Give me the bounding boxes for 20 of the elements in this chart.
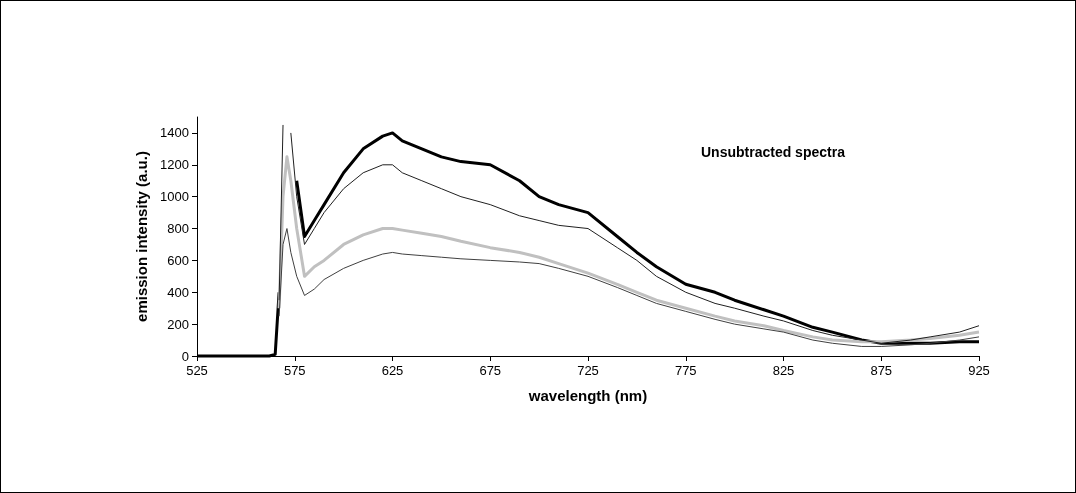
y-tick-label: 600 xyxy=(167,252,189,268)
x-tick-label: 725 xyxy=(577,363,599,378)
x-tick-label: 675 xyxy=(479,363,502,378)
x-tick-label: 825 xyxy=(772,363,795,378)
x-axis-title: wavelength (nm) xyxy=(527,387,648,404)
y-tick-label: 1200 xyxy=(160,157,189,173)
x-tick-label: 775 xyxy=(674,363,697,378)
y-axis-title: emission intensity (a.u.) xyxy=(133,151,150,322)
x-tick-label: 575 xyxy=(283,363,306,378)
x-tick-label: 625 xyxy=(381,363,404,378)
y-tick-label: 1000 xyxy=(160,189,189,205)
x-tick-label: 925 xyxy=(968,363,990,378)
annotation: Unsubtracted spectra xyxy=(701,144,846,160)
y-tick-label: 200 xyxy=(167,316,189,332)
y-tick-label: 0 xyxy=(181,348,189,364)
y-tick-label: 400 xyxy=(167,284,189,300)
x-tick-label: 525 xyxy=(186,363,208,378)
y-tick-label: 1400 xyxy=(160,125,189,141)
y-tick-label: 800 xyxy=(167,221,189,237)
x-tick-label: 875 xyxy=(870,363,893,378)
